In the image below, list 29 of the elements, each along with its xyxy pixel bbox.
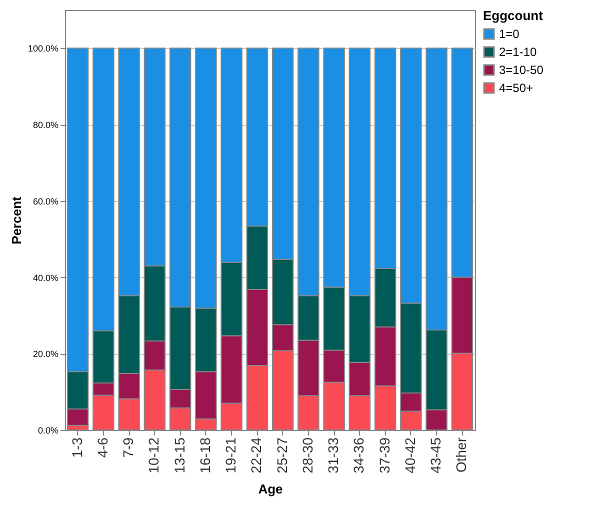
x-tick-label: 7-9 bbox=[120, 437, 136, 458]
x-tick-label: Other bbox=[453, 437, 470, 473]
x-tick-label: 31-33 bbox=[325, 437, 342, 474]
legend-label: 4=50+ bbox=[499, 81, 534, 95]
x-axis-title: Age bbox=[258, 481, 283, 496]
x-tick-label: 43-45 bbox=[428, 437, 444, 474]
x-tick-label: 28-30 bbox=[299, 437, 316, 474]
x-tick-label: 16-18 bbox=[196, 437, 213, 474]
x-tick-label: 25-27 bbox=[274, 437, 290, 474]
y-tick-label: 100.0% bbox=[28, 44, 58, 54]
x-tick-label: 10-12 bbox=[146, 437, 162, 474]
x-tick-label: 1-3 bbox=[68, 437, 85, 458]
legend-label: 1=0 bbox=[499, 27, 520, 41]
legend-label: 3=10-50 bbox=[499, 63, 544, 77]
y-tick-label: 0.0% bbox=[38, 426, 58, 436]
x-tick-label: 34-36 bbox=[350, 437, 367, 474]
y-tick-label: 60.0% bbox=[32, 196, 58, 206]
y-tick-label: 20.0% bbox=[32, 349, 58, 360]
y-axis-title: Percent bbox=[8, 196, 24, 244]
x-tick-label: 22-24 bbox=[248, 437, 264, 474]
x-tick-label: 4-6 bbox=[94, 437, 110, 458]
y-tick-label: 40.0% bbox=[32, 272, 58, 283]
x-tick-label: 13-15 bbox=[171, 437, 188, 474]
legend-label: 2=1-10 bbox=[499, 45, 538, 59]
x-tick-label: 19-21 bbox=[222, 437, 239, 474]
legend-title: Eggcount bbox=[483, 8, 544, 23]
y-tick-label: 80.0% bbox=[32, 120, 58, 130]
x-tick-label: 37-39 bbox=[376, 437, 392, 474]
x-tick-label: 40-42 bbox=[402, 437, 418, 474]
